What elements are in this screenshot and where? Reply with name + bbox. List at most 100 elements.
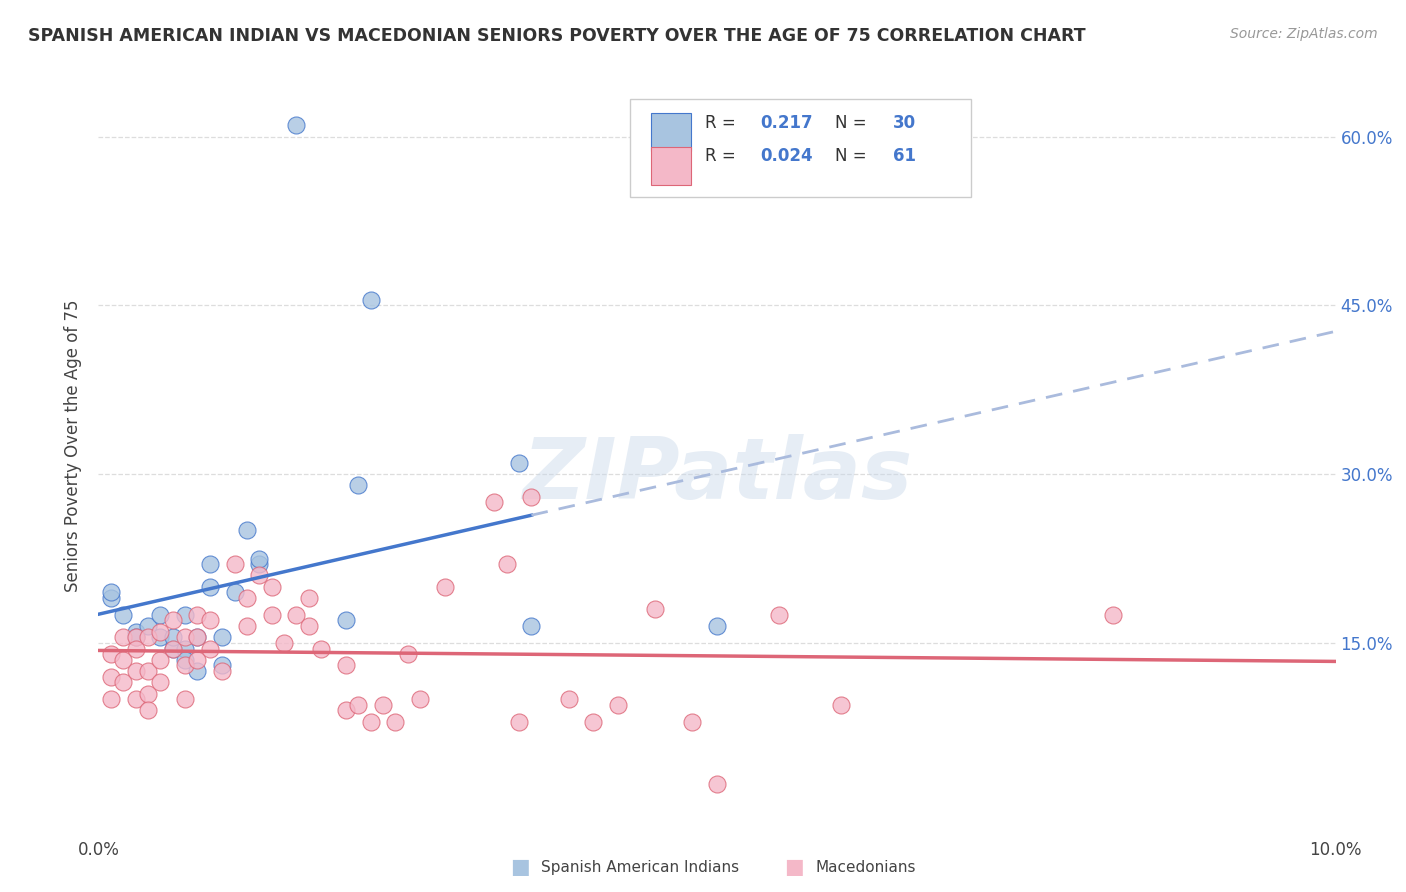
Point bbox=[149, 607, 172, 622]
Point bbox=[644, 602, 666, 616]
Point bbox=[681, 714, 703, 729]
Point bbox=[186, 607, 208, 622]
Point bbox=[224, 557, 246, 571]
Text: Spanish American Indians: Spanish American Indians bbox=[541, 860, 740, 874]
Point bbox=[136, 687, 159, 701]
Point bbox=[112, 653, 135, 667]
Point bbox=[409, 692, 432, 706]
Point bbox=[198, 614, 221, 628]
Point bbox=[260, 607, 283, 622]
Point bbox=[136, 630, 159, 644]
Point bbox=[124, 664, 146, 678]
Point bbox=[100, 591, 122, 605]
Point bbox=[112, 630, 135, 644]
Bar bbox=[651, 113, 692, 152]
Point bbox=[211, 630, 233, 644]
Point bbox=[260, 580, 283, 594]
Point bbox=[347, 478, 370, 492]
Point bbox=[136, 619, 159, 633]
Point bbox=[186, 630, 208, 644]
Point bbox=[211, 658, 233, 673]
Point bbox=[236, 619, 259, 633]
Point bbox=[174, 607, 197, 622]
Point bbox=[371, 698, 394, 712]
Text: Macedonians: Macedonians bbox=[815, 860, 915, 874]
Point bbox=[100, 692, 122, 706]
Point bbox=[198, 557, 221, 571]
Point bbox=[124, 692, 146, 706]
Text: 0.0%: 0.0% bbox=[77, 841, 120, 859]
Text: 30: 30 bbox=[893, 113, 915, 132]
Point bbox=[149, 630, 172, 644]
Point bbox=[298, 591, 321, 605]
Point bbox=[508, 714, 530, 729]
Point bbox=[247, 557, 270, 571]
Text: ■: ■ bbox=[785, 857, 804, 877]
Point bbox=[360, 293, 382, 307]
Point bbox=[136, 664, 159, 678]
Point bbox=[298, 619, 321, 633]
Point bbox=[347, 698, 370, 712]
Point bbox=[768, 607, 790, 622]
Point bbox=[236, 591, 259, 605]
Point bbox=[309, 641, 332, 656]
Point bbox=[360, 714, 382, 729]
Point bbox=[174, 653, 197, 667]
Point bbox=[100, 585, 122, 599]
Point bbox=[706, 619, 728, 633]
Text: 0.217: 0.217 bbox=[761, 113, 813, 132]
Point bbox=[149, 675, 172, 690]
Point bbox=[174, 692, 197, 706]
Point bbox=[1102, 607, 1125, 622]
Point bbox=[520, 619, 543, 633]
Point bbox=[124, 641, 146, 656]
Point bbox=[186, 653, 208, 667]
FancyBboxPatch shape bbox=[630, 99, 970, 197]
Point bbox=[198, 580, 221, 594]
Point bbox=[495, 557, 517, 571]
Point bbox=[136, 703, 159, 717]
Point bbox=[149, 653, 172, 667]
Point bbox=[124, 624, 146, 639]
Point bbox=[273, 636, 295, 650]
Point bbox=[124, 630, 146, 644]
Point bbox=[830, 698, 852, 712]
Point bbox=[335, 658, 357, 673]
Point bbox=[247, 568, 270, 582]
Text: R =: R = bbox=[704, 147, 741, 165]
Point bbox=[396, 647, 419, 661]
Point bbox=[557, 692, 579, 706]
Point bbox=[236, 524, 259, 538]
Point bbox=[285, 118, 308, 132]
Point bbox=[335, 703, 357, 717]
Point bbox=[112, 607, 135, 622]
Point bbox=[433, 580, 456, 594]
Point bbox=[124, 630, 146, 644]
Text: R =: R = bbox=[704, 113, 741, 132]
Point bbox=[706, 776, 728, 790]
Point bbox=[508, 456, 530, 470]
Point bbox=[162, 614, 184, 628]
Point bbox=[198, 641, 221, 656]
Point bbox=[174, 641, 197, 656]
Point bbox=[162, 641, 184, 656]
Text: SPANISH AMERICAN INDIAN VS MACEDONIAN SENIORS POVERTY OVER THE AGE OF 75 CORRELA: SPANISH AMERICAN INDIAN VS MACEDONIAN SE… bbox=[28, 27, 1085, 45]
Text: 0.024: 0.024 bbox=[761, 147, 813, 165]
Point bbox=[384, 714, 406, 729]
Text: 10.0%: 10.0% bbox=[1309, 841, 1362, 859]
Text: Source: ZipAtlas.com: Source: ZipAtlas.com bbox=[1230, 27, 1378, 41]
Point bbox=[174, 658, 197, 673]
Point bbox=[186, 630, 208, 644]
Y-axis label: Seniors Poverty Over the Age of 75: Seniors Poverty Over the Age of 75 bbox=[65, 300, 83, 592]
Point bbox=[335, 614, 357, 628]
Text: ■: ■ bbox=[510, 857, 530, 877]
Point bbox=[211, 664, 233, 678]
Point bbox=[186, 664, 208, 678]
Point bbox=[100, 670, 122, 684]
Point bbox=[247, 551, 270, 566]
Point bbox=[484, 495, 506, 509]
Text: 61: 61 bbox=[893, 147, 915, 165]
Point bbox=[162, 630, 184, 644]
Point bbox=[607, 698, 630, 712]
Point bbox=[100, 647, 122, 661]
